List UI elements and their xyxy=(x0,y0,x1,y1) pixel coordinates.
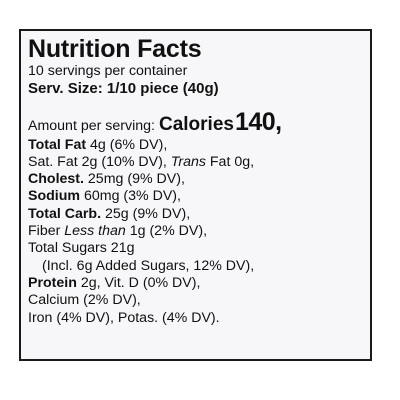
sodium-value: 60mg (3% DV), xyxy=(80,188,181,205)
calories-value: 140, xyxy=(234,107,282,136)
cholesterol-value: 25mg (9% DV), xyxy=(83,171,185,188)
servings-per-container: 10 servings per container xyxy=(28,63,188,79)
serving-size: Serv. Size: 1/10 piece (40g) xyxy=(28,80,219,98)
sodium-name: Sodium xyxy=(28,188,81,205)
added-sugars-row: (Incl. 6g Added Sugars, 12% DV), xyxy=(42,257,255,274)
trans-fat-value: Fat 0g, xyxy=(205,153,255,170)
total-fat-value: 4g (6% DV), xyxy=(86,136,168,153)
total-carb-name: Total Carb. xyxy=(28,205,102,222)
protein-name: Protein xyxy=(28,274,77,291)
total-fat-name: Total Fat xyxy=(28,136,87,153)
sodium-row: Sodium 60mg (3% DV), xyxy=(28,188,370,205)
calories-row: Amount per serving: Calories 140, xyxy=(28,108,370,137)
total-carb-row: Total Carb. 25g (9% DV), xyxy=(28,206,370,223)
sat-fat-text: Sat. Fat 2g (10% DV), xyxy=(28,153,171,170)
total-sugars-row: Total Sugars 21g xyxy=(28,240,135,257)
fiber-prefix: Fiber xyxy=(28,223,65,240)
iron-potassium-row: Iron (4% DV), Potas. (4% DV). xyxy=(28,309,220,326)
calories-label: Calories xyxy=(158,113,234,135)
label-title: Nutrition Facts xyxy=(28,35,202,63)
cholesterol-row: Cholest. 25mg (9% DV), xyxy=(28,171,370,188)
fiber-row: Fiber Less than 1g (2% DV), xyxy=(28,223,370,240)
amount-per-serving-label: Amount per serving: xyxy=(28,117,155,134)
fiber-value: 1g (2% DV), xyxy=(125,223,208,240)
total-carb-value: 25g (9% DV), xyxy=(101,205,191,222)
protein-value: 2g, Vit. D (0% DV), xyxy=(76,274,201,291)
calcium-row: Calcium (2% DV), xyxy=(28,292,141,309)
fiber-less-than: Less than xyxy=(64,223,126,240)
cholesterol-name: Cholest. xyxy=(28,171,84,188)
trans-fat-name: Trans xyxy=(170,153,206,170)
protein-row: Protein 2g, Vit. D (0% DV), xyxy=(28,275,370,292)
sat-trans-fat-row: Sat. Fat 2g (10% DV), Trans Fat 0g, xyxy=(28,154,370,171)
nutrition-facts-label: Nutrition Facts 10 servings per containe… xyxy=(19,29,372,361)
total-fat-row: Total Fat 4g (6% DV), xyxy=(28,137,370,154)
